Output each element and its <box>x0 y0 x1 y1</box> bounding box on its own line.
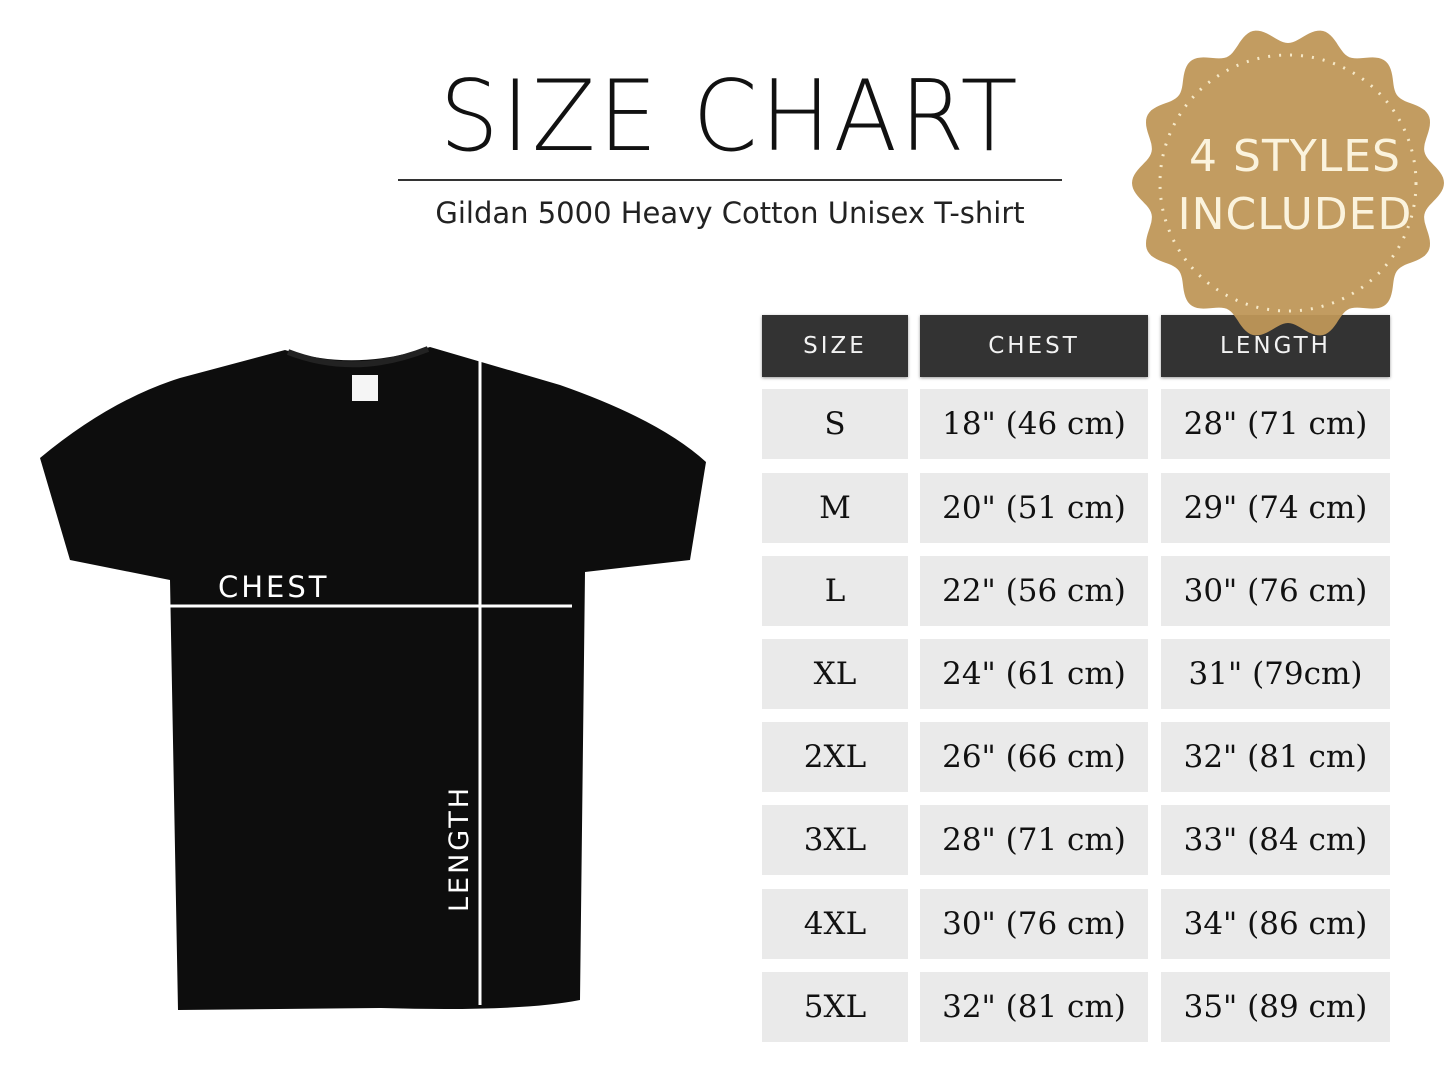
table-cell-size: XL <box>762 639 908 709</box>
page-title: SIZE CHART <box>439 60 1021 174</box>
table-cell-size: 5XL <box>762 972 908 1042</box>
tshirt-tag <box>352 375 378 401</box>
table-cell-chest: 18" (46 cm) <box>920 389 1148 459</box>
table-cell-chest: 22" (56 cm) <box>920 556 1148 626</box>
table-cell-size: 3XL <box>762 805 908 875</box>
tshirt-body <box>40 347 706 1010</box>
table-cell-length: 30" (76 cm) <box>1161 556 1390 626</box>
table-cell-chest: 32" (81 cm) <box>920 972 1148 1042</box>
table-cell-length: 35" (89 cm) <box>1161 972 1390 1042</box>
column-header-size: SIZE <box>762 315 908 377</box>
table-cell-chest: 24" (61 cm) <box>920 639 1148 709</box>
title-divider <box>398 179 1062 181</box>
badge-line-2: INCLUDED <box>1177 189 1413 240</box>
table-cell-size: 4XL <box>762 889 908 959</box>
length-label: LENGTH <box>444 785 475 912</box>
table-cell-length: 29" (74 cm) <box>1161 473 1390 543</box>
tshirt-illustration: CHEST LENGTH <box>40 346 706 1010</box>
table-cell-length: 32" (81 cm) <box>1161 722 1390 792</box>
table-cell-chest: 28" (71 cm) <box>920 805 1148 875</box>
table-cell-length: 28" (71 cm) <box>1161 389 1390 459</box>
table-cell-size: M <box>762 473 908 543</box>
column-header-chest: CHEST <box>920 315 1148 377</box>
badge-line-1: 4 STYLES <box>1189 131 1401 182</box>
table-cell-length: 34" (86 cm) <box>1161 889 1390 959</box>
table-cell-chest: 26" (66 cm) <box>920 722 1148 792</box>
tshirt-collar <box>286 346 430 368</box>
badge-dotted-border <box>1158 53 1418 313</box>
column-header-length: LENGTH <box>1161 315 1390 377</box>
chest-label: CHEST <box>218 570 330 604</box>
table-cell-length: 31" (79cm) <box>1161 639 1390 709</box>
table-cell-size: 2XL <box>762 722 908 792</box>
table-cell-length: 33" (84 cm) <box>1161 805 1390 875</box>
badge-text: 4 STYLES INCLUDED <box>1150 128 1440 244</box>
badge-scalloped-shape <box>1132 30 1444 336</box>
table-cell-chest: 30" (76 cm) <box>920 889 1148 959</box>
table-cell-chest: 20" (51 cm) <box>920 473 1148 543</box>
subtitle: Gildan 5000 Heavy Cotton Unisex T-shirt <box>435 196 1025 230</box>
badge-seal <box>1132 30 1444 336</box>
table-cell-size: S <box>762 389 908 459</box>
table-cell-size: L <box>762 556 908 626</box>
